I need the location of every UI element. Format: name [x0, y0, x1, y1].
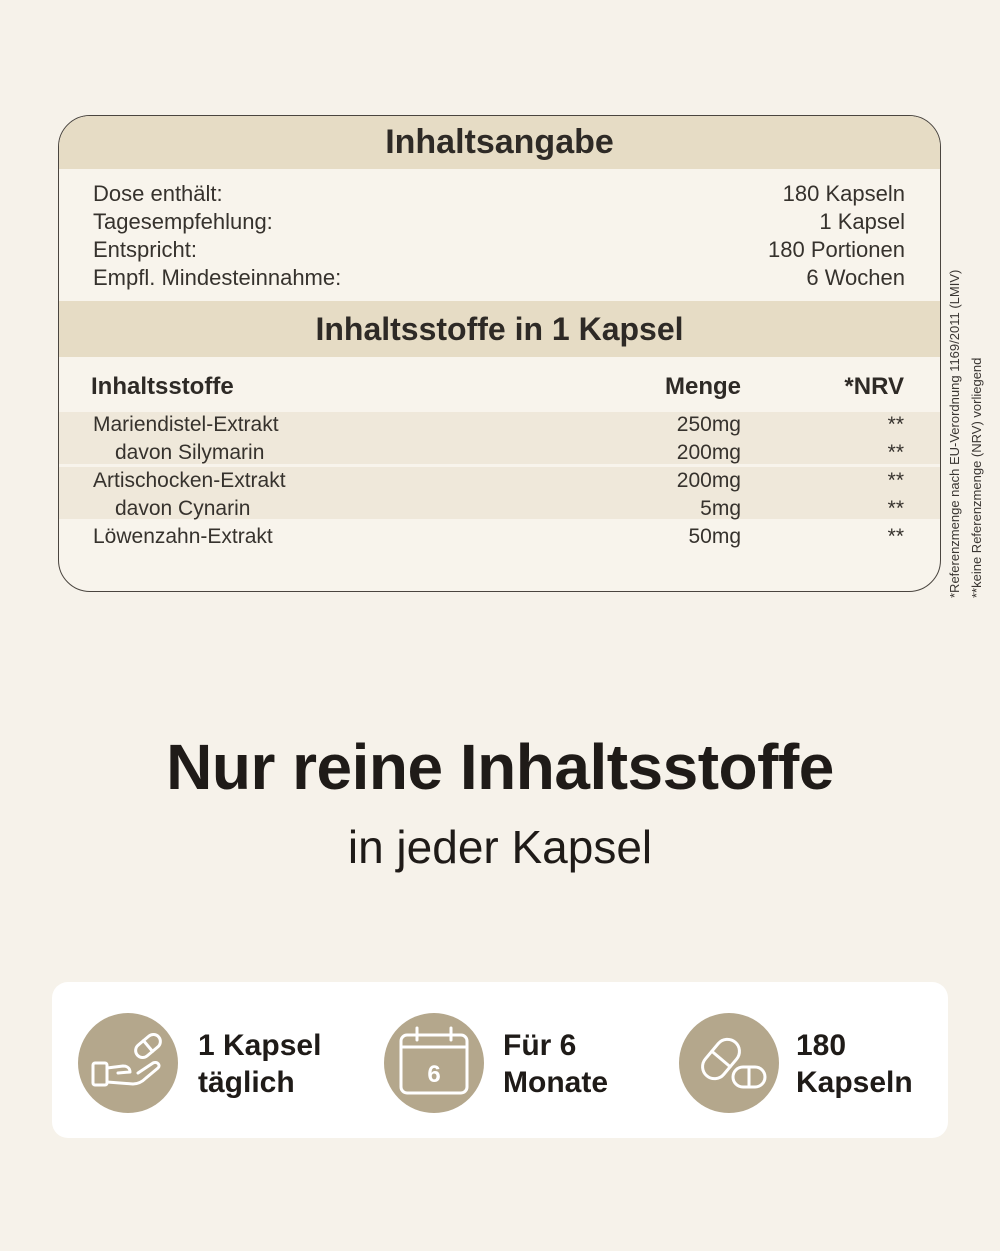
- calendar-number: 6: [427, 1061, 440, 1088]
- table-row: Artischocken-Extrakt 200mg **: [59, 467, 940, 495]
- footnote-no-reference: **keine Referenzmenge (NRV) vorliegend: [969, 357, 984, 598]
- footnote-nrv-reference: *Referenzmenge nach EU-Verordnung 1169/2…: [947, 269, 962, 598]
- feature-line: 1 Kapsel: [198, 1029, 322, 1062]
- overview-row-value: 6 Wochen: [806, 265, 905, 290]
- ingredient-amount: 5mg: [700, 497, 741, 520]
- ingredient-nrv: **: [887, 497, 904, 520]
- feature-line: täglich: [198, 1066, 295, 1099]
- overview-row-label: Entspricht:: [93, 237, 197, 262]
- overview-row-label: Empfl. Mindesteinnahme:: [93, 265, 342, 290]
- column-header-ingredient: Inhaltsstoffe: [91, 373, 234, 400]
- ingredient-amount: 200mg: [676, 469, 741, 492]
- column-header-nrv: *NRV: [844, 373, 904, 400]
- table-row: davon Cynarin 5mg **: [59, 495, 940, 523]
- calendar-icon: 6: [384, 1013, 484, 1113]
- ingredient-name: Mariendistel-Extrakt: [93, 413, 279, 436]
- feature-line: 180: [796, 1029, 847, 1062]
- nutrition-label-card: Inhaltsangabe Dose enthält: 180 Kapseln …: [58, 115, 941, 592]
- ingredients-title: Inhaltsstoffe in 1 Kapsel: [59, 301, 940, 357]
- ingredient-amount: 250mg: [676, 413, 741, 436]
- feature-duration: Für 6 Monate: [503, 1027, 608, 1101]
- ingredient-name: Löwenzahn-Extrakt: [93, 525, 273, 548]
- overview-row-value: 180 Portionen: [768, 237, 905, 262]
- hero-subtitle: in jeder Kapsel: [347, 821, 653, 873]
- feature-daily-dose: 1 Kapsel täglich: [198, 1027, 321, 1101]
- hand-capsule-icon: [78, 1013, 178, 1113]
- overview-row-label: Dose enthält:: [93, 181, 223, 206]
- ingredient-amount: 50mg: [688, 525, 741, 548]
- table-row: Mariendistel-Extrakt 250mg **: [59, 411, 940, 439]
- feature-line: Monate: [503, 1066, 608, 1099]
- ingredient-nrv: **: [887, 469, 904, 492]
- overview-title: Inhaltsangabe: [59, 116, 940, 169]
- capsules-icon: [679, 1013, 779, 1113]
- overview-row-value: 1 Kapsel: [819, 209, 905, 234]
- feature-line: Für 6: [503, 1029, 577, 1062]
- ingredient-name: Artischocken-Extrakt: [93, 469, 286, 492]
- overview-row: Empfl. Mindesteinnahme: 6 Wochen: [93, 264, 905, 292]
- column-header-amount: Menge: [664, 373, 741, 400]
- table-row: davon Silymarin 200mg **: [59, 439, 940, 467]
- feature-count: 180 Kapseln: [796, 1027, 913, 1101]
- row-band: [59, 467, 940, 519]
- hero-title: Nur reine Inhaltsstoffe: [166, 731, 834, 803]
- ingredient-nrv: **: [887, 441, 904, 464]
- ingredient-name: davon Silymarin: [115, 441, 265, 464]
- overview-row: Dose enthält: 180 Kapseln: [93, 180, 905, 208]
- feature-bar: 1 Kapsel täglich 6 Für 6 Monate 180 Kaps…: [52, 982, 948, 1138]
- overview-row: Tagesempfehlung: 1 Kapsel: [93, 208, 905, 236]
- footnotes: *Referenzmenge nach EU-Verordnung 1169/2…: [944, 148, 988, 598]
- table-row: Löwenzahn-Extrakt 50mg **: [59, 523, 940, 551]
- ingredient-amount: 200mg: [676, 441, 741, 464]
- ingredient-name: davon Cynarin: [115, 497, 251, 520]
- ingredient-nrv: **: [887, 413, 904, 436]
- row-band: [59, 412, 940, 464]
- feature-line: Kapseln: [796, 1066, 913, 1099]
- ingredient-nrv: **: [887, 525, 904, 548]
- overview-row-value: 180 Kapseln: [782, 181, 905, 206]
- overview-row-label: Tagesempfehlung:: [93, 209, 273, 234]
- overview-row: Entspricht: 180 Portionen: [93, 236, 905, 264]
